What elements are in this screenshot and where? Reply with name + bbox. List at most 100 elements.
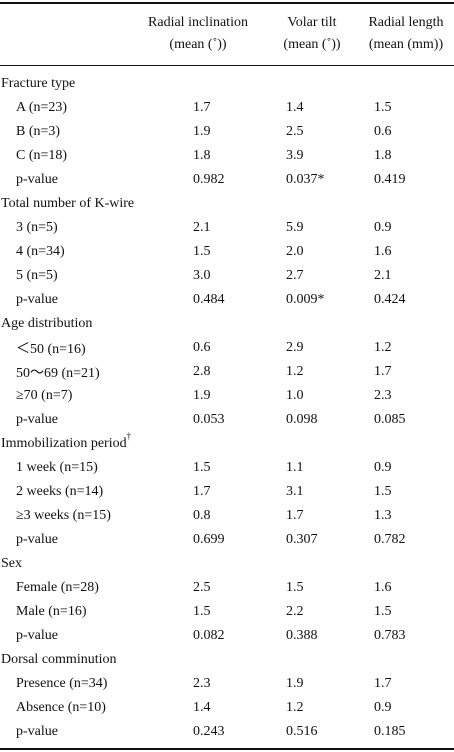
table-row: Female (n=28) 2.5 1.5 1.6	[0, 576, 454, 600]
radial-length-value: 1.5	[374, 604, 392, 619]
row-label: 1 week (n=15)	[16, 460, 98, 475]
header-radial-length: Radial length (mean (mm))	[358, 12, 454, 56]
table-row: ≥3 weeks (n=15) 0.8 1.7 1.3	[0, 504, 454, 528]
header-volar-tilt-line2: (mean (˚))	[283, 37, 341, 52]
volar-tilt-value: 3.9	[286, 148, 304, 163]
section-title: Age distribution	[0, 312, 454, 336]
row-label: 50～69 (n=21)	[16, 366, 100, 381]
row-label: Male (n=16)	[16, 604, 87, 619]
radial-inclination-value: 0.8	[193, 508, 211, 523]
row-label: ＜50 (n=16)	[16, 342, 86, 357]
volar-tilt-value: 1.2	[286, 700, 304, 715]
section-title: Sex	[0, 552, 454, 576]
volar-tilt-value: 1.1	[286, 460, 304, 475]
radial-inclination-value: 1.7	[193, 100, 211, 115]
section-header-row: Age distribution	[0, 312, 454, 336]
table-row: B (n=3) 1.9 2.5 0.6	[0, 120, 454, 144]
volar-tilt-value: 1.0	[286, 388, 304, 403]
row-label: ≥70 (n=7)	[16, 388, 73, 403]
radial-inclination-value: 1.8	[193, 148, 211, 163]
row-label: 3 (n=5)	[16, 220, 58, 235]
row-label: Presence (n=34)	[16, 676, 108, 691]
p-value-row: p-value 0.699 0.307 0.782	[0, 528, 454, 552]
radial-inclination-value: 1.9	[193, 388, 211, 403]
header-radial-inclination: Radial inclination (mean (˚))	[128, 12, 268, 56]
volar-tilt-value: 3.1	[286, 484, 304, 499]
dagger-footnote-mark: †	[126, 431, 132, 442]
bottom-rule	[0, 748, 454, 750]
table-row: A (n=23) 1.7 1.4 1.5	[0, 96, 454, 120]
section-title-text: Immobilization period	[1, 436, 127, 451]
section-title-text: Age distribution	[1, 316, 93, 331]
radial-inclination-value: 0.484	[193, 292, 225, 307]
radial-length-value: 0.185	[374, 724, 406, 739]
results-table: Fracture type A (n=23) 1.7 1.4 1.5 B (n=3) 1.9…	[0, 72, 454, 744]
p-value-row: p-value 0.484 0.009* 0.424	[0, 288, 454, 312]
radial-length-value: 0.419	[374, 172, 406, 187]
section-title-text: Total number of K-wire	[1, 196, 135, 211]
radial-inclination-value: 2.3	[193, 676, 211, 691]
section-header-row: Immobilization period†	[0, 432, 454, 456]
p-value-row: p-value 0.053 0.098 0.085	[0, 408, 454, 432]
radial-length-value: 0.424	[374, 292, 406, 307]
p-value-row: p-value 0.982 0.037* 0.419	[0, 168, 454, 192]
row-label: C (n=18)	[16, 148, 68, 163]
radial-inclination-value: 0.082	[193, 628, 225, 643]
row-label: ≥3 weeks (n=15)	[16, 508, 111, 523]
row-label: 2 weeks (n=14)	[16, 484, 104, 499]
radial-inclination-value: 1.5	[193, 604, 211, 619]
section-header-row: Fracture type	[0, 72, 454, 96]
radial-length-value: 1.5	[374, 484, 392, 499]
header-radial-inclination-line1: Radial inclination	[148, 15, 248, 30]
volar-tilt-value: 1.7	[286, 508, 304, 523]
radial-length-value: 2.3	[374, 388, 392, 403]
section-title-text: Sex	[1, 556, 22, 571]
table-row: ≥70 (n=7) 1.9 1.0 2.3	[0, 384, 454, 408]
radial-length-value: 2.1	[374, 268, 392, 283]
header-radial-length-line2: (mean (mm))	[368, 37, 444, 52]
volar-tilt-value: 2.7	[286, 268, 304, 283]
row-label: p-value	[16, 292, 58, 307]
radial-inclination-value: 2.8	[193, 364, 211, 379]
volar-tilt-value: 2.2	[286, 604, 304, 619]
header-rule	[0, 65, 454, 66]
row-label: B (n=3)	[16, 124, 61, 139]
radial-length-value: 0.085	[374, 412, 406, 427]
volar-tilt-value: 0.307	[286, 532, 318, 547]
volar-tilt-value: 1.4	[286, 100, 304, 115]
volar-tilt-value: 0.098	[286, 412, 318, 427]
radial-length-value: 1.3	[374, 508, 392, 523]
section-title-text: Dorsal comminution	[1, 652, 117, 667]
table-row: Absence (n=10) 1.4 1.2 0.9	[0, 696, 454, 720]
radial-length-value: 1.7	[374, 364, 392, 379]
radial-length-value: 0.782	[374, 532, 406, 547]
volar-tilt-value: 2.9	[286, 340, 304, 355]
radial-inclination-value: 0.982	[193, 172, 225, 187]
radial-inclination-value: 2.5	[193, 580, 211, 595]
radial-inclination-value: 3.0	[193, 268, 211, 283]
table-row: C (n=18) 1.8 3.9 1.8	[0, 144, 454, 168]
row-label: p-value	[16, 532, 58, 547]
table-row: 5 (n=5) 3.0 2.7 2.1	[0, 264, 454, 288]
radial-inclination-value: 0.053	[193, 412, 225, 427]
radial-length-value: 1.6	[374, 580, 392, 595]
p-value-row: p-value 0.082 0.388 0.783	[0, 624, 454, 648]
radial-inclination-value: 1.5	[193, 244, 211, 259]
section-header-row: Dorsal comminution	[0, 648, 454, 672]
radial-length-value: 1.5	[374, 100, 392, 115]
volar-tilt-value: 2.0	[286, 244, 304, 259]
table-row: 2 weeks (n=14) 1.7 3.1 1.5	[0, 480, 454, 504]
volar-tilt-value: 1.5	[286, 580, 304, 595]
table-row: Presence (n=34) 2.3 1.9 1.7	[0, 672, 454, 696]
row-label: p-value	[16, 724, 58, 739]
row-label: Absence (n=10)	[16, 700, 106, 715]
radial-inclination-value: 0.699	[193, 532, 225, 547]
section-title: Total number of K-wire	[0, 192, 454, 216]
section-title: Fracture type	[0, 72, 454, 96]
radial-inclination-value: 0.6	[193, 340, 211, 355]
volar-tilt-value: 0.516	[286, 724, 318, 739]
header-volar-tilt-line1: Volar tilt	[287, 15, 337, 30]
volar-tilt-value: 0.037*	[286, 172, 325, 187]
radial-length-value: 1.7	[374, 676, 392, 691]
